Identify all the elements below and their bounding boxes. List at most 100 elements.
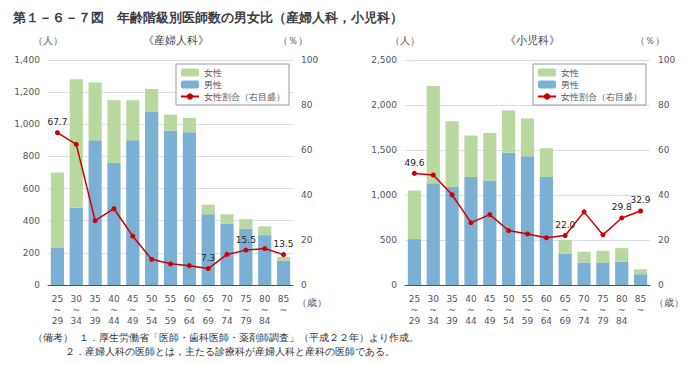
svg-text:第１－６－７図 年齢階級別医師数の男女比（産婦人科，小児科）: 第１－６－７図 年齢階級別医師数の男女比（産婦人科，小児科） — [12, 10, 403, 25]
svg-text:~: ~ — [637, 305, 645, 315]
svg-text:女性割合（右目盛）: 女性割合（右目盛） — [561, 92, 642, 102]
svg-text:29: 29 — [409, 316, 421, 326]
svg-text:0: 0 — [658, 280, 664, 290]
svg-text:~: ~ — [91, 305, 99, 315]
svg-text:50: 50 — [146, 294, 158, 304]
svg-text:~: ~ — [505, 305, 513, 315]
svg-text:45: 45 — [127, 294, 138, 304]
svg-text:32.9: 32.9 — [631, 195, 651, 205]
svg-text:0: 0 — [301, 280, 307, 290]
svg-text:7.3: 7.3 — [201, 253, 215, 263]
svg-text:（％）: （％） — [635, 35, 665, 46]
svg-text:~: ~ — [186, 305, 194, 315]
svg-text:~: ~ — [242, 305, 250, 315]
svg-text:59: 59 — [522, 316, 534, 326]
svg-text:1,400: 1,400 — [14, 55, 40, 65]
svg-text:69: 69 — [559, 316, 571, 326]
svg-text:~: ~ — [72, 305, 80, 315]
svg-text:55: 55 — [165, 294, 176, 304]
svg-text:60: 60 — [184, 294, 196, 304]
svg-text:2,500: 2,500 — [371, 55, 397, 65]
svg-text:~: ~ — [486, 305, 494, 315]
svg-text:25: 25 — [409, 294, 420, 304]
svg-text:30: 30 — [428, 294, 440, 304]
svg-text:２．産婦人科の医師とは，主たる診療科が産婦人科と産科の医師で: ２．産婦人科の医師とは，主たる診療科が産婦人科と産科の医師である。 — [33, 346, 395, 357]
svg-text:~: ~ — [280, 305, 288, 315]
svg-text:（歳）: （歳） — [297, 297, 327, 308]
svg-text:（％）: （％） — [278, 35, 308, 46]
svg-text:60: 60 — [301, 145, 313, 155]
svg-text:40: 40 — [108, 294, 120, 304]
svg-text:80: 80 — [301, 100, 313, 110]
svg-text:44: 44 — [465, 316, 477, 326]
svg-text:74: 74 — [221, 316, 233, 326]
svg-text:（備考） １．厚生労働省「医師・歯科医師・薬剤師調査」（平: （備考） １．厚生労働省「医師・歯科医師・薬剤師調査」（平成２２年）より作成。 — [33, 332, 419, 343]
svg-text:13.5: 13.5 — [274, 239, 294, 249]
svg-text:39: 39 — [446, 316, 458, 326]
svg-text:49: 49 — [484, 316, 496, 326]
svg-text:~: ~ — [580, 305, 588, 315]
svg-text:~: ~ — [448, 305, 456, 315]
svg-text:（人）: （人） — [33, 35, 63, 46]
svg-text:69: 69 — [202, 316, 214, 326]
svg-text:55: 55 — [522, 294, 533, 304]
svg-text:男性: 男性 — [561, 80, 579, 90]
svg-text:200: 200 — [23, 248, 40, 258]
svg-text:~: ~ — [110, 305, 118, 315]
svg-text:1,000: 1,000 — [14, 119, 40, 129]
svg-text:~: ~ — [429, 305, 437, 315]
svg-text:80: 80 — [658, 100, 670, 110]
svg-text:65: 65 — [202, 294, 213, 304]
svg-text:女性: 女性 — [561, 68, 579, 78]
svg-text:45: 45 — [484, 294, 495, 304]
svg-text:男性: 男性 — [204, 80, 222, 90]
svg-text:~: ~ — [467, 305, 475, 315]
svg-text:1,200: 1,200 — [14, 87, 40, 97]
svg-text:34: 34 — [71, 316, 83, 326]
svg-text:~: ~ — [204, 305, 212, 315]
svg-text:64: 64 — [184, 316, 196, 326]
svg-text:800: 800 — [23, 151, 40, 161]
svg-text:~: ~ — [167, 305, 175, 315]
svg-text:~: ~ — [261, 305, 269, 315]
svg-text:~: ~ — [129, 305, 137, 315]
svg-text:70: 70 — [221, 294, 233, 304]
svg-text:75: 75 — [240, 294, 251, 304]
svg-text:29.8: 29.8 — [612, 202, 632, 212]
svg-text:84: 84 — [616, 316, 628, 326]
svg-text:20: 20 — [301, 235, 313, 245]
svg-text:70: 70 — [578, 294, 590, 304]
svg-text:女性: 女性 — [204, 68, 222, 78]
svg-text:65: 65 — [559, 294, 570, 304]
svg-text:50: 50 — [503, 294, 515, 304]
svg-text:49.6: 49.6 — [404, 158, 424, 168]
svg-text:60: 60 — [541, 294, 553, 304]
svg-text:女性割合（右目盛）: 女性割合（右目盛） — [204, 92, 285, 102]
svg-text:~: ~ — [618, 305, 626, 315]
svg-text:54: 54 — [146, 316, 158, 326]
svg-text:80: 80 — [616, 294, 628, 304]
svg-text:40: 40 — [301, 190, 313, 200]
svg-text:60: 60 — [658, 145, 670, 155]
svg-text:~: ~ — [411, 305, 419, 315]
svg-text:22.0: 22.0 — [555, 220, 575, 230]
svg-text:20: 20 — [658, 235, 670, 245]
svg-text:~: ~ — [148, 305, 156, 315]
svg-text:~: ~ — [223, 305, 231, 315]
svg-text:75: 75 — [597, 294, 608, 304]
svg-text:34: 34 — [428, 316, 440, 326]
svg-text:74: 74 — [578, 316, 590, 326]
svg-text:~: ~ — [599, 305, 607, 315]
svg-text:64: 64 — [541, 316, 553, 326]
svg-text:29: 29 — [52, 316, 64, 326]
svg-text:39: 39 — [89, 316, 101, 326]
svg-text:（人）: （人） — [390, 35, 420, 46]
svg-text:2,000: 2,000 — [371, 100, 397, 110]
svg-text:1,000: 1,000 — [371, 190, 397, 200]
svg-text:25: 25 — [52, 294, 63, 304]
svg-text:~: ~ — [543, 305, 551, 315]
svg-text:59: 59 — [165, 316, 177, 326]
svg-text:85: 85 — [635, 294, 646, 304]
svg-text:~: ~ — [561, 305, 569, 315]
svg-text:~: ~ — [54, 305, 62, 315]
